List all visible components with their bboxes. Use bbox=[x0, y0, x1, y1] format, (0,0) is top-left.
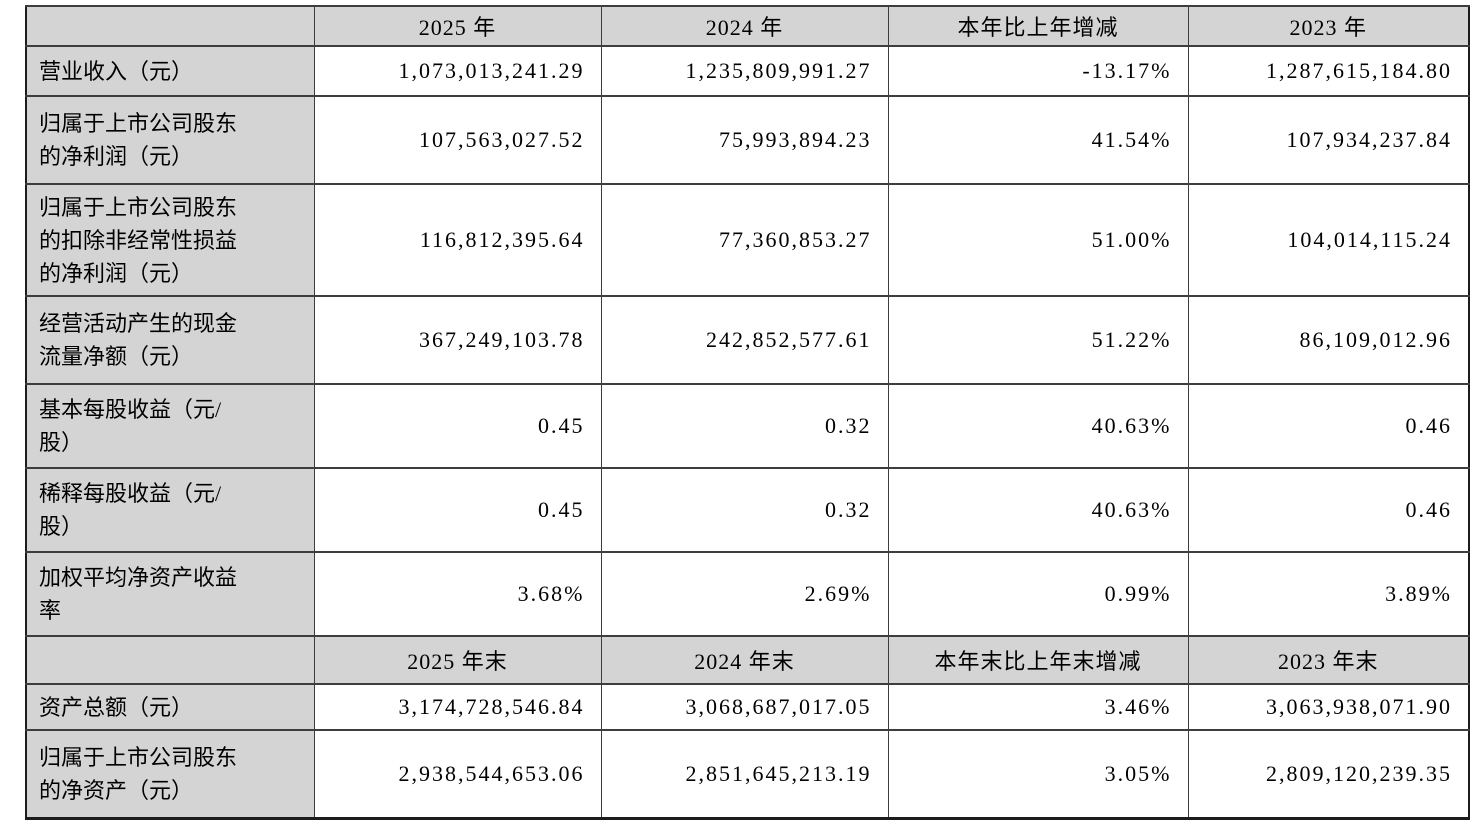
cell-value: 3.68% bbox=[313, 551, 602, 637]
key-financial-indicators-table: 2025 年 2024 年 本年比上年增减 2023 年 营业收入（元） 1,0… bbox=[25, 5, 1470, 820]
header-year-2025: 2025 年 bbox=[313, 5, 602, 47]
cell-value: 0.46 bbox=[1187, 383, 1470, 469]
table-row: 归属于上市公司股东的净利润（元） 107,563,027.52 75,993,8… bbox=[25, 95, 1470, 185]
cell-value: 1,073,013,241.29 bbox=[313, 45, 602, 97]
row-label-net-profit: 归属于上市公司股东的净利润（元） bbox=[25, 95, 315, 185]
header-yoy-change: 本年比上年增减 bbox=[887, 5, 1189, 47]
cell-value: 3,068,687,017.05 bbox=[600, 683, 889, 731]
table-row: 营业收入（元） 1,073,013,241.29 1,235,809,991.2… bbox=[25, 45, 1470, 97]
row-label-weighted-avg-roe: 加权平均净资产收益率 bbox=[25, 551, 315, 637]
table-row: 归属于上市公司股东的扣除非经常性损益的净利润（元） 116,812,395.64… bbox=[25, 183, 1470, 297]
row-label-net-profit-excl-nonrecurring: 归属于上市公司股东的扣除非经常性损益的净利润（元） bbox=[25, 183, 315, 297]
period-end-header-row: 2025 年末 2024 年末 本年末比上年末增减 2023 年末 bbox=[25, 635, 1470, 685]
cell-value: 77,360,853.27 bbox=[600, 183, 889, 297]
cell-value: 107,563,027.52 bbox=[313, 95, 602, 185]
cell-value: 0.45 bbox=[313, 383, 602, 469]
cell-value: 2,938,544,653.06 bbox=[313, 729, 602, 819]
cell-value: 75,993,894.23 bbox=[600, 95, 889, 185]
header-year-2024: 2024 年 bbox=[600, 5, 889, 47]
cell-value: 0.45 bbox=[313, 467, 602, 553]
cell-value: 0.99% bbox=[887, 551, 1189, 637]
table-row: 加权平均净资产收益率 3.68% 2.69% 0.99% 3.89% bbox=[25, 551, 1470, 637]
annual-header-row: 2025 年 2024 年 本年比上年增减 2023 年 bbox=[25, 5, 1470, 47]
cell-value: 2.69% bbox=[600, 551, 889, 637]
cell-value: -13.17% bbox=[887, 45, 1189, 97]
cell-value: 40.63% bbox=[887, 467, 1189, 553]
cell-value: 3.46% bbox=[887, 683, 1189, 731]
table-row: 资产总额（元） 3,174,728,546.84 3,068,687,017.0… bbox=[25, 683, 1470, 731]
table-row: 基本每股收益（元/股） 0.45 0.32 40.63% 0.46 bbox=[25, 383, 1470, 469]
cell-value: 3.89% bbox=[1187, 551, 1470, 637]
cell-value: 107,934,237.84 bbox=[1187, 95, 1470, 185]
header-year-2023: 2023 年 bbox=[1187, 5, 1470, 47]
cell-value: 1,287,615,184.80 bbox=[1187, 45, 1470, 97]
cell-value: 0.32 bbox=[600, 467, 889, 553]
cell-value: 51.22% bbox=[887, 295, 1189, 385]
table-row: 归属于上市公司股东的净资产（元） 2,938,544,653.06 2,851,… bbox=[25, 729, 1470, 819]
cell-value: 3,063,938,071.90 bbox=[1187, 683, 1470, 731]
row-label-net-assets: 归属于上市公司股东的净资产（元） bbox=[25, 729, 315, 819]
header-corner-blank-2 bbox=[25, 635, 315, 685]
cell-value: 3,174,728,546.84 bbox=[313, 683, 602, 731]
header-corner-blank bbox=[25, 5, 315, 47]
cell-value: 3.05% bbox=[887, 729, 1189, 819]
table-row: 稀释每股收益（元/股） 0.45 0.32 40.63% 0.46 bbox=[25, 467, 1470, 553]
row-label-total-assets: 资产总额（元） bbox=[25, 683, 315, 731]
header-end-2023: 2023 年末 bbox=[1187, 635, 1470, 685]
row-label-revenue: 营业收入（元） bbox=[25, 45, 315, 97]
row-label-operating-cash-flow: 经营活动产生的现金流量净额（元） bbox=[25, 295, 315, 385]
row-label-diluted-eps: 稀释每股收益（元/股） bbox=[25, 467, 315, 553]
header-end-yoy-change: 本年末比上年末增减 bbox=[887, 635, 1189, 685]
cell-value: 0.46 bbox=[1187, 467, 1470, 553]
header-end-2025: 2025 年末 bbox=[313, 635, 602, 685]
cell-value: 86,109,012.96 bbox=[1187, 295, 1470, 385]
cell-value: 2,851,645,213.19 bbox=[600, 729, 889, 819]
cell-value: 367,249,103.78 bbox=[313, 295, 602, 385]
cell-value: 51.00% bbox=[887, 183, 1189, 297]
cell-value: 104,014,115.24 bbox=[1187, 183, 1470, 297]
cell-value: 41.54% bbox=[887, 95, 1189, 185]
header-end-2024: 2024 年末 bbox=[600, 635, 889, 685]
cell-value: 242,852,577.61 bbox=[600, 295, 889, 385]
cell-value: 1,235,809,991.27 bbox=[600, 45, 889, 97]
table-row: 经营活动产生的现金流量净额（元） 367,249,103.78 242,852,… bbox=[25, 295, 1470, 385]
cell-value: 40.63% bbox=[887, 383, 1189, 469]
cell-value: 0.32 bbox=[600, 383, 889, 469]
cell-value: 116,812,395.64 bbox=[313, 183, 602, 297]
cell-value: 2,809,120,239.35 bbox=[1187, 729, 1470, 819]
row-label-basic-eps: 基本每股收益（元/股） bbox=[25, 383, 315, 469]
